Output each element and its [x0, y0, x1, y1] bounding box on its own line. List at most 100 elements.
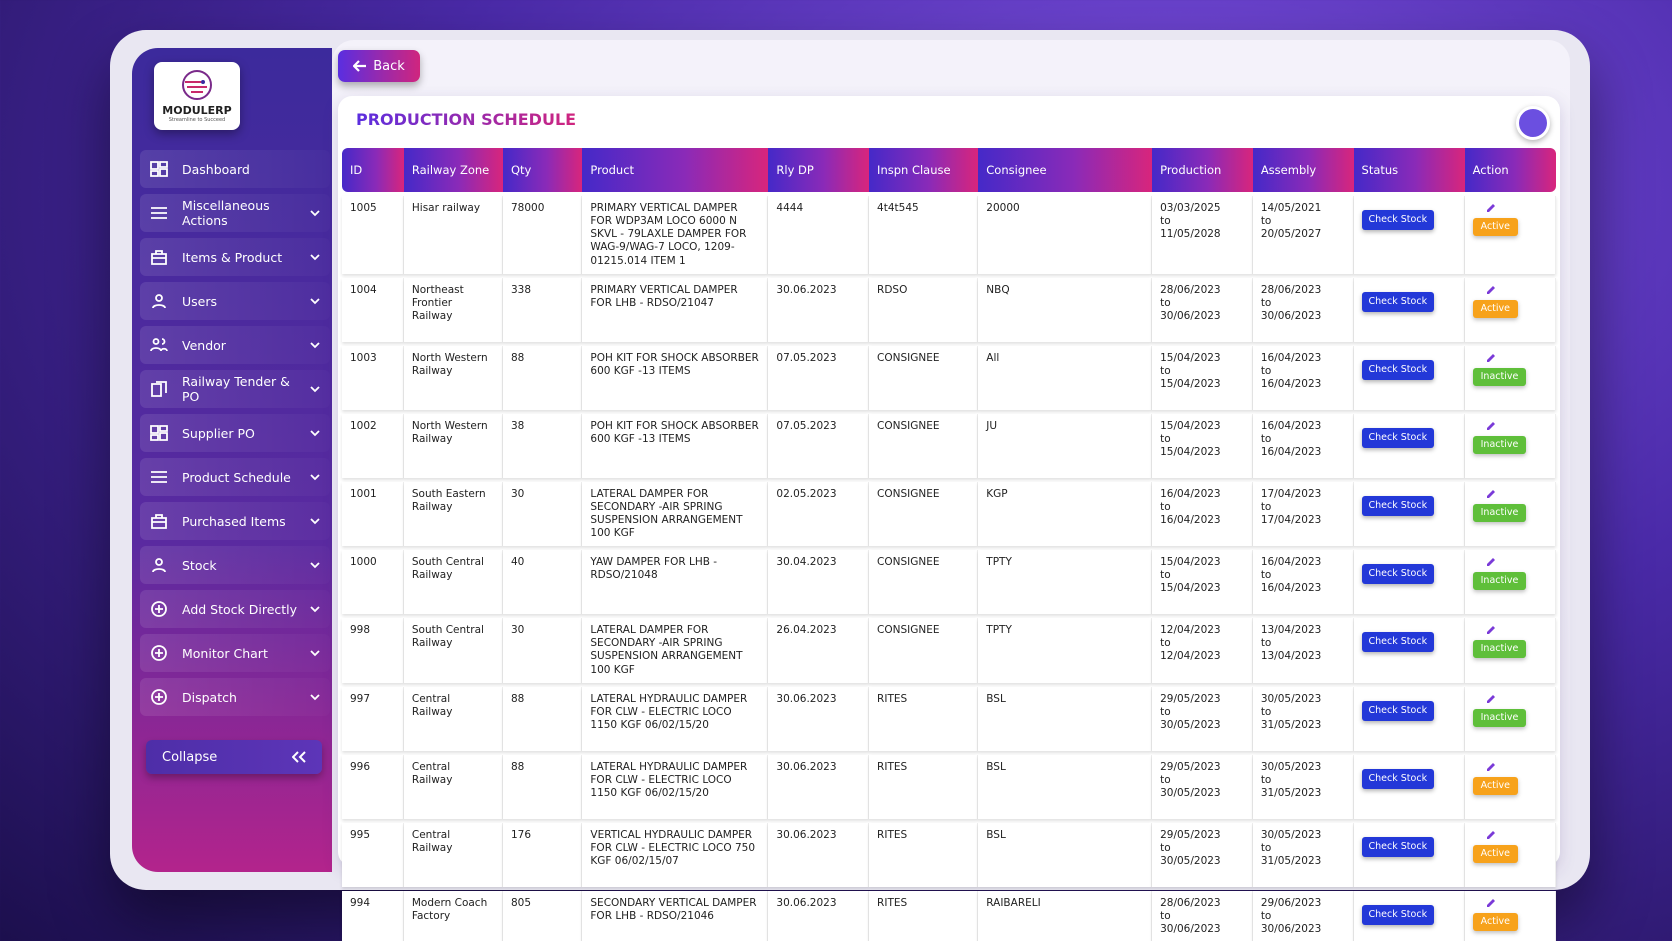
cell-assembly: 16/04/2023 to 16/04/2023	[1252, 345, 1354, 410]
nav-icon	[151, 250, 167, 265]
nav-item[interactable]: Monitor Chart	[140, 634, 330, 672]
nav-chevron-shape	[310, 518, 320, 525]
edit-icon[interactable]	[1485, 202, 1497, 214]
table-head: ID Railway Zone Qty Product Rly DP Inspn Clau…	[342, 148, 1556, 192]
check-stock-button[interactable]: Check Stock	[1361, 836, 1435, 857]
cell-id: 997	[342, 686, 404, 751]
check-stock-button[interactable]: Check Stock	[1361, 564, 1435, 584]
assembly-to: 17/04/2023	[1260, 513, 1322, 526]
cell-qty: 88	[502, 345, 583, 410]
check-stock-button[interactable]: Check Stock	[1361, 427, 1435, 448]
nav-item[interactable]: Users	[140, 282, 330, 320]
edit-icon[interactable]	[1485, 693, 1497, 705]
edit-icon[interactable]	[1485, 624, 1497, 636]
cell-qty: 338	[502, 277, 583, 342]
nav-chevron	[310, 298, 320, 305]
check-stock-button[interactable]: Check Stock	[1361, 359, 1435, 380]
production-from: 15/04/2023	[1160, 419, 1221, 432]
edit-icon[interactable]	[1485, 352, 1497, 364]
nav-item[interactable]: Purchased Items	[140, 502, 330, 540]
cell-production: 29/05/2023 to 30/05/2023	[1152, 754, 1253, 819]
nav-item[interactable]: Railway Tender & PO	[140, 370, 330, 408]
assembly-from: 16/04/2023	[1260, 419, 1322, 432]
cell-status: Check Stock	[1353, 754, 1465, 819]
back-arrow	[353, 60, 367, 72]
collapse-button[interactable]: Collapse	[146, 740, 322, 774]
nav-item[interactable]: Add Stock Directly	[140, 590, 330, 628]
cell-rly-dp: 30.06.2023	[768, 686, 870, 751]
cell-product: YAW DAMPER FOR LHB - RDSO/21048	[582, 550, 769, 615]
cell-rly-dp: 30.06.2023	[768, 890, 870, 941]
range-separator: to	[1160, 773, 1171, 786]
nav-label: Users	[182, 293, 218, 309]
table-row: 1000 South Central Railway 40 YAW DAMPER FO…	[342, 550, 1556, 615]
nav-label: Stock	[182, 557, 217, 573]
cell-action: Inactive	[1464, 413, 1556, 478]
check-stock-button[interactable]: Check Stock	[1361, 291, 1435, 312]
edit-icon[interactable]	[1485, 556, 1497, 568]
nav-item[interactable]: Dashboard	[140, 150, 330, 188]
range-separator: to	[1260, 215, 1272, 228]
nav-item[interactable]: Vendor	[140, 326, 330, 364]
nav-item[interactable]: Miscellaneous Actions	[140, 194, 330, 232]
range-separator: to	[1260, 773, 1272, 786]
check-stock-button[interactable]: Check Stock	[1361, 632, 1435, 652]
cell-product: LATERAL DAMPER FOR SECONDARY -AIR SPRING…	[582, 618, 769, 683]
production-from: 28/06/2023	[1160, 283, 1221, 296]
nav-icon-shape	[152, 558, 166, 573]
range-separator: to	[1160, 909, 1171, 922]
nav-chevron-shape	[310, 430, 320, 437]
user-avatar[interactable]	[1516, 106, 1550, 140]
status-badge: Active	[1472, 299, 1519, 318]
device-frame: MODULERP Streamline to Succeed Dashboard…	[110, 30, 1590, 941]
table-row: 997 Central Railway 88 LATERAL HYDRAULIC DA…	[342, 686, 1556, 751]
cell-consignee: TPTY	[978, 618, 1153, 683]
cell-zone: Central Railway	[403, 686, 503, 751]
column-header: Action	[1464, 148, 1556, 192]
cell-assembly: 30/05/2023 to 31/05/2023	[1252, 686, 1354, 751]
range-separator: to	[1160, 215, 1171, 228]
cell-zone: South Eastern Railway	[403, 481, 503, 547]
edit-icon[interactable]	[1485, 897, 1497, 909]
cell-inspn: CONSIGNEE	[869, 481, 979, 547]
page-title: PRODUCTION SCHEDULE	[356, 110, 577, 129]
cell-rly-dp: 30.06.2023	[768, 277, 870, 342]
nav-icon-shape	[151, 471, 167, 483]
nav-item[interactable]: Stock	[140, 546, 330, 584]
nav-item[interactable]: Product Schedule	[140, 458, 330, 496]
status-badge: Inactive	[1472, 367, 1527, 386]
production-from: 29/05/2023	[1160, 760, 1221, 773]
nav-label: Miscellaneous Actions	[182, 198, 270, 228]
cell-zone: Northeast Frontier Railway	[403, 277, 503, 342]
check-stock-button[interactable]: Check Stock	[1361, 904, 1435, 925]
nav-icon	[150, 161, 168, 177]
edit-icon[interactable]	[1485, 488, 1497, 500]
edit-icon[interactable]	[1485, 284, 1497, 296]
nav-item[interactable]: Supplier PO	[140, 414, 330, 452]
cell-production: 12/04/2023 to 12/04/2023	[1152, 618, 1253, 683]
edit-icon[interactable]	[1485, 829, 1497, 841]
nav-icon	[150, 338, 168, 352]
range-separator: to	[1160, 569, 1171, 582]
production-to: 30/05/2023	[1160, 718, 1221, 731]
cell-production: 03/03/2025 to 11/05/2028	[1152, 196, 1253, 274]
check-stock-button[interactable]: Check Stock	[1361, 768, 1435, 789]
status-badge: Inactive	[1472, 435, 1527, 454]
check-stock-button[interactable]: Check Stock	[1361, 495, 1435, 516]
cell-status: Check Stock	[1353, 618, 1465, 683]
back-button[interactable]: Back	[338, 50, 420, 82]
table-row: 1004 Northeast Frontier Railway 338 PRIMARY…	[342, 277, 1556, 342]
nav-item[interactable]: Items & Product	[140, 238, 330, 276]
assembly-to: 13/04/2023	[1260, 650, 1322, 663]
nav-chevron	[310, 562, 320, 569]
edit-icon[interactable]	[1485, 420, 1497, 432]
edit-icon[interactable]	[1485, 761, 1497, 773]
back-label: Back	[373, 58, 405, 74]
check-stock-button[interactable]: Check Stock	[1361, 700, 1435, 721]
assembly-to: 16/04/2023	[1260, 582, 1322, 595]
nav-item[interactable]: Dispatch	[140, 678, 330, 716]
cell-action: Inactive	[1464, 345, 1556, 410]
check-stock-button[interactable]: Check Stock	[1361, 210, 1435, 230]
logo-mark	[182, 70, 212, 100]
